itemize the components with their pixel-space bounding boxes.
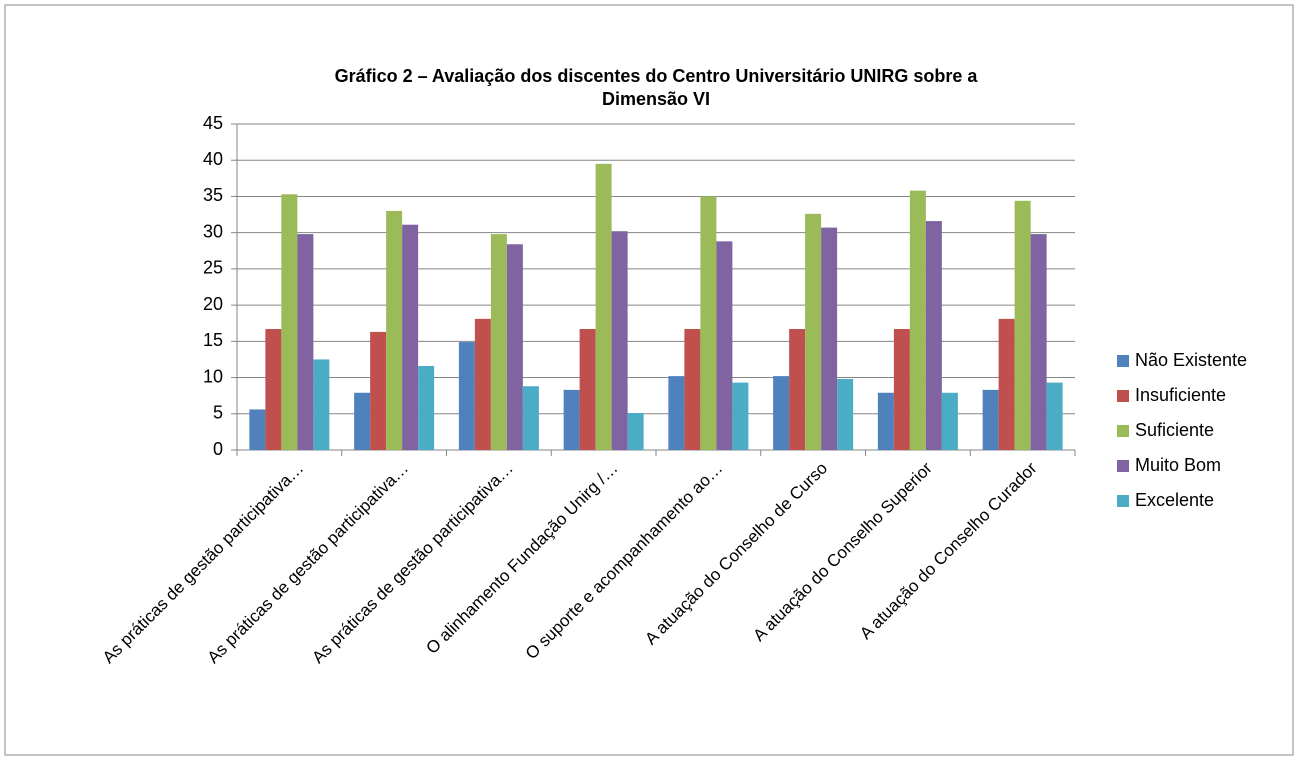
bar bbox=[716, 241, 733, 450]
legend-label: Insuficiente bbox=[1135, 385, 1226, 405]
legend-label: Excelente bbox=[1135, 490, 1214, 510]
y-tick-label: 40 bbox=[203, 149, 223, 169]
y-tick-label: 0 bbox=[213, 439, 223, 459]
y-tick-label: 5 bbox=[213, 403, 223, 423]
y-tick-label: 20 bbox=[203, 294, 223, 314]
legend-label: Muito Bom bbox=[1135, 455, 1221, 475]
y-tick-label: 35 bbox=[203, 185, 223, 205]
bar bbox=[506, 244, 523, 450]
bar bbox=[313, 359, 330, 450]
bar bbox=[773, 376, 790, 450]
legend-swatch bbox=[1117, 460, 1129, 472]
bar bbox=[386, 210, 403, 450]
legend-swatch bbox=[1117, 390, 1129, 402]
bar bbox=[909, 190, 926, 450]
bar bbox=[1030, 234, 1047, 450]
bar bbox=[941, 392, 958, 450]
bar bbox=[837, 379, 854, 450]
y-tick-label: 45 bbox=[203, 113, 223, 133]
bar bbox=[627, 413, 644, 450]
legend-swatch bbox=[1117, 355, 1129, 367]
bar bbox=[281, 194, 298, 450]
bar bbox=[684, 329, 701, 450]
bar bbox=[982, 389, 999, 450]
y-tick-label: 15 bbox=[203, 330, 223, 350]
bar bbox=[474, 318, 491, 450]
bar bbox=[805, 213, 822, 450]
bar bbox=[732, 382, 749, 450]
bar bbox=[595, 163, 612, 450]
bar bbox=[877, 392, 894, 450]
legend-label: Não Existente bbox=[1135, 350, 1247, 370]
bar bbox=[1014, 200, 1031, 450]
bar bbox=[490, 234, 507, 450]
bar bbox=[563, 389, 580, 450]
bar bbox=[1046, 382, 1063, 450]
bar bbox=[370, 331, 387, 450]
bar bbox=[821, 227, 838, 450]
legend-swatch bbox=[1117, 425, 1129, 437]
bar bbox=[998, 318, 1015, 450]
bar bbox=[402, 224, 419, 450]
bar bbox=[249, 409, 266, 450]
bar bbox=[297, 234, 314, 450]
bar bbox=[611, 231, 628, 450]
bar bbox=[458, 342, 475, 450]
bar bbox=[893, 329, 910, 450]
bar bbox=[265, 329, 282, 450]
chart-border bbox=[4, 4, 1294, 756]
bar bbox=[789, 329, 806, 450]
legend-swatch bbox=[1117, 495, 1129, 507]
legend-label: Suficiente bbox=[1135, 420, 1214, 440]
bar bbox=[700, 196, 717, 450]
y-tick-label: 30 bbox=[203, 221, 223, 241]
bar bbox=[925, 221, 942, 450]
bar bbox=[418, 365, 435, 450]
bar bbox=[522, 386, 539, 450]
bar bbox=[579, 329, 596, 450]
chart-title: Gráfico 2 – Avaliação dos discentes do C… bbox=[335, 66, 979, 86]
bar bbox=[668, 376, 685, 450]
y-tick-label: 25 bbox=[203, 258, 223, 278]
chart-title: Dimensão VI bbox=[602, 89, 710, 109]
bar bbox=[354, 392, 371, 450]
y-tick-label: 10 bbox=[203, 366, 223, 386]
